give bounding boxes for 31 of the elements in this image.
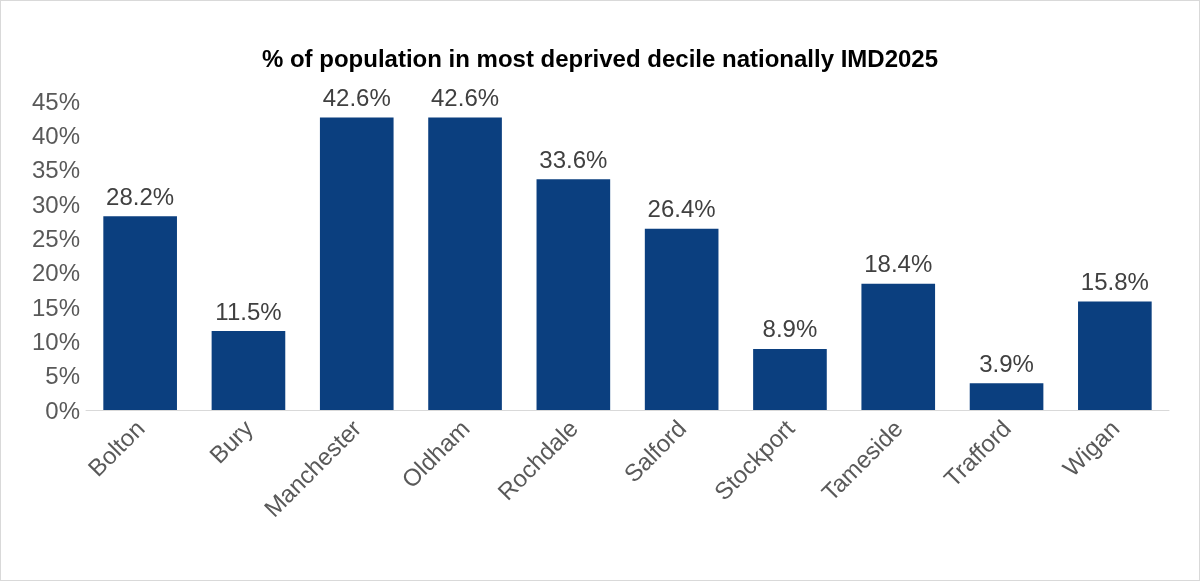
y-tick-label: 10% <box>31 327 80 355</box>
chart-title: % of population in most deprived decile nationally IMD2025 <box>261 44 939 72</box>
data-label: 26.4% <box>647 195 716 223</box>
bar <box>319 117 394 410</box>
bar <box>428 117 502 410</box>
bar <box>861 283 936 410</box>
data-label: 28.2% <box>106 182 175 210</box>
data-label: 11.5% <box>215 297 282 325</box>
bar <box>536 179 611 410</box>
y-tick-label: 20% <box>31 259 80 287</box>
y-tick-label: 40% <box>31 121 80 149</box>
y-tick-label: 30% <box>31 190 80 218</box>
bar <box>753 348 827 410</box>
bar <box>644 228 719 410</box>
bar <box>969 383 1044 410</box>
data-label: 33.6% <box>539 145 608 173</box>
y-tick-label: 5% <box>45 362 80 390</box>
y-tick-label: 35% <box>31 156 80 184</box>
bar <box>1078 301 1152 410</box>
data-label: 15.8% <box>1080 268 1149 296</box>
data-label: 42.6% <box>322 83 391 111</box>
data-label: 18.4% <box>864 250 933 278</box>
bar <box>103 216 177 410</box>
data-label: 8.9% <box>762 315 818 343</box>
y-tick-label: 25% <box>31 224 80 252</box>
data-label: 3.9% <box>979 349 1034 377</box>
data-label: 42.6% <box>431 83 500 111</box>
y-tick-label: 0% <box>45 396 80 424</box>
y-tick-label: 15% <box>31 293 80 321</box>
bar <box>211 331 286 410</box>
y-tick-label: 45% <box>31 87 80 115</box>
